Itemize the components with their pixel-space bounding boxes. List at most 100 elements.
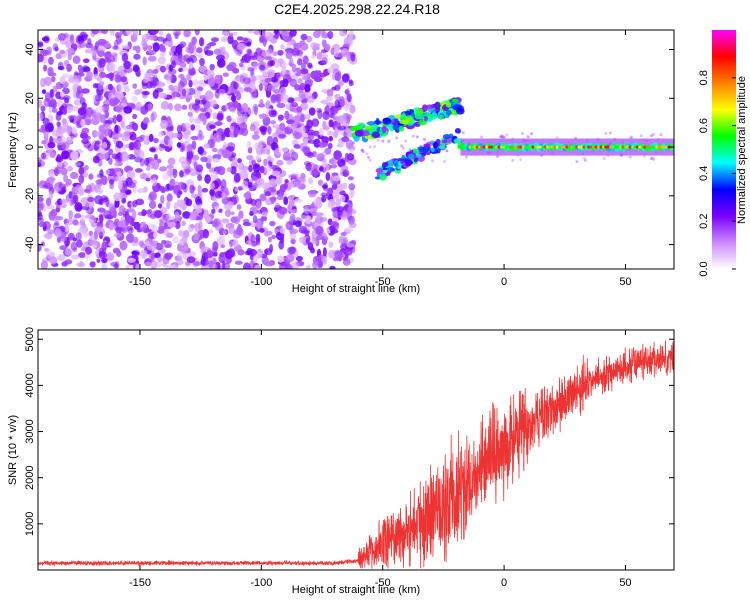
spectrogram-cell bbox=[41, 257, 50, 263]
spectrogram-cell bbox=[186, 73, 192, 81]
colorbar-gradient bbox=[712, 30, 736, 269]
spectrogram-cell bbox=[321, 194, 327, 203]
spectrogram-cell bbox=[289, 30, 297, 37]
spectrogram-cell bbox=[371, 131, 380, 139]
spectrogram-cell bbox=[304, 84, 311, 93]
spectrogram-cell bbox=[322, 255, 328, 266]
spectrogram-cell bbox=[97, 188, 104, 195]
spectrogram-cell bbox=[290, 123, 299, 128]
spectrogram-cell bbox=[185, 97, 190, 103]
spectrogram-cell bbox=[387, 159, 394, 167]
spectrogram-cell bbox=[84, 202, 90, 208]
spectrogram-cell bbox=[315, 225, 324, 236]
spectrogram-cell bbox=[49, 152, 56, 159]
spectrogram-cell bbox=[175, 44, 183, 54]
spectrogram-cell bbox=[43, 35, 50, 44]
spectrogram-cell bbox=[259, 165, 265, 174]
spectrogram-cell bbox=[212, 262, 217, 269]
spectrogram-cell bbox=[280, 44, 285, 50]
spectrogram-cell bbox=[104, 42, 112, 48]
spectrogram-cell bbox=[387, 139, 391, 143]
spectrogram-cell bbox=[199, 57, 205, 67]
spectrogram-cell bbox=[300, 33, 308, 41]
spectrogram-cell bbox=[279, 86, 286, 96]
spectrogram-cell bbox=[40, 260, 49, 269]
spectrogram-cell bbox=[300, 68, 309, 75]
spectrogram-cell bbox=[201, 187, 209, 193]
spectrogram-cell bbox=[270, 120, 277, 125]
spectrogram-cell bbox=[149, 243, 157, 252]
spectrogram-cell bbox=[202, 150, 207, 156]
spectrogram-cell bbox=[88, 173, 94, 180]
spectrogram-cell bbox=[265, 230, 273, 236]
spectrogram-cell bbox=[43, 76, 53, 87]
spectrogram-cell bbox=[148, 34, 156, 41]
spectrogram-cell bbox=[40, 241, 45, 247]
spectrogram-cell bbox=[102, 241, 108, 249]
spectrogram-cell bbox=[127, 257, 136, 263]
spectrogram-cell bbox=[206, 43, 212, 49]
spectrogram-cell bbox=[300, 42, 309, 51]
spectrogram-cell bbox=[266, 84, 275, 92]
spectrogram-cell bbox=[204, 50, 214, 56]
spectrogram-cell bbox=[117, 179, 123, 190]
spectrogram-cell bbox=[281, 65, 286, 75]
spectrogram-cell bbox=[113, 232, 123, 238]
spectrogram-cell bbox=[125, 215, 133, 224]
spectrogram-cell bbox=[142, 56, 147, 66]
spectrogram-cell bbox=[442, 133, 451, 140]
spectrogram-cell bbox=[326, 130, 334, 136]
spectrogram-cell bbox=[195, 124, 201, 133]
spectrogram-cell bbox=[95, 179, 103, 185]
spectrogram-cell bbox=[138, 240, 145, 247]
spectrogram-cell bbox=[279, 122, 286, 132]
spectrogram-cell bbox=[222, 230, 227, 235]
spectrogram-y-label: Frequency (Hz) bbox=[7, 112, 19, 188]
spectrogram-cell bbox=[511, 158, 515, 162]
spectrogram-cell bbox=[264, 56, 273, 61]
spectrogram-cell bbox=[123, 84, 129, 90]
spectrogram-cell bbox=[411, 134, 415, 138]
spectrogram-cell bbox=[251, 134, 260, 140]
y-tick-label: -20 bbox=[24, 188, 36, 204]
spectrogram-cell bbox=[97, 148, 106, 154]
spectrogram-cell bbox=[313, 130, 320, 137]
spectrogram-cell bbox=[342, 182, 348, 190]
spectrogram-cell bbox=[186, 256, 196, 264]
spectrogram-cell bbox=[263, 158, 268, 167]
spectrogram-cell bbox=[152, 68, 159, 74]
spectrogram-cell bbox=[40, 152, 47, 160]
spectrogram-cell bbox=[74, 213, 82, 219]
spectrogram-cell bbox=[325, 125, 330, 130]
spectrogram-cell bbox=[157, 56, 166, 65]
snr-series-line bbox=[38, 340, 674, 569]
spectrogram-cell bbox=[134, 106, 141, 111]
spectrogram-cell bbox=[265, 100, 271, 110]
spectrogram-cell bbox=[308, 107, 316, 116]
spectrogram-cell bbox=[191, 154, 200, 161]
spectrogram-cell bbox=[305, 162, 312, 172]
spectrogram-cell bbox=[59, 245, 68, 251]
spectrogram-cell bbox=[328, 119, 334, 128]
spectrogram-cell bbox=[108, 157, 113, 165]
spectrogram-cell bbox=[81, 127, 90, 134]
spectrogram-cell bbox=[161, 45, 166, 53]
spectrogram-cell bbox=[176, 124, 183, 134]
spectrogram-cell bbox=[242, 37, 248, 42]
spectrogram-cell bbox=[150, 252, 155, 262]
spectrogram-cell bbox=[284, 110, 290, 121]
spectrogram-cell bbox=[154, 87, 164, 93]
spectrogram-cell bbox=[197, 86, 204, 92]
spectrogram-cell bbox=[164, 264, 174, 269]
spectrogram-cell bbox=[147, 208, 153, 218]
spectrogram-cell bbox=[79, 224, 87, 234]
spectrogram-cell bbox=[237, 249, 245, 256]
spectrogram-cell bbox=[604, 131, 608, 135]
spectrogram-cell bbox=[67, 165, 73, 172]
spectrogram-cell bbox=[224, 209, 232, 217]
spectrogram-cell bbox=[112, 114, 117, 125]
spectrogram-cell bbox=[79, 97, 86, 105]
spectrogram-cell bbox=[181, 220, 186, 226]
spectrogram-cell bbox=[97, 38, 107, 44]
spectrogram-cell bbox=[123, 60, 131, 70]
